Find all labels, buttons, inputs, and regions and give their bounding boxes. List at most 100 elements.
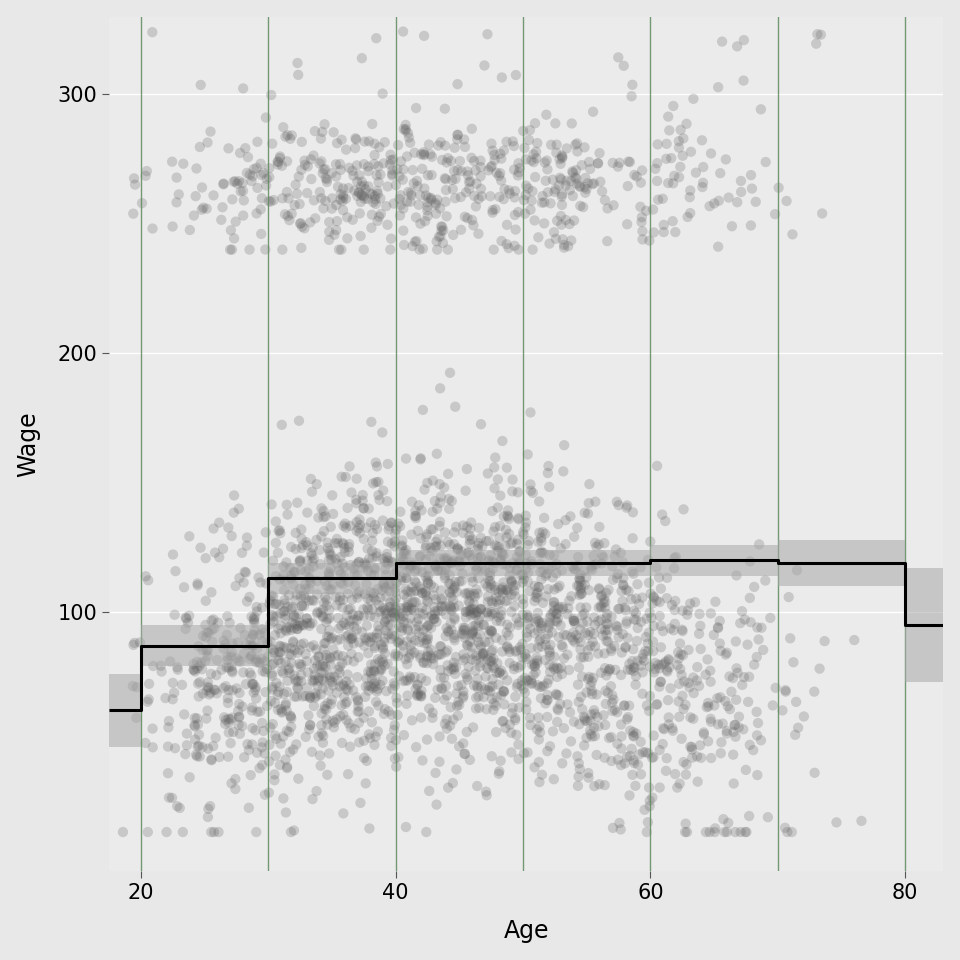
Point bbox=[412, 242, 427, 257]
Point bbox=[223, 735, 238, 751]
Point bbox=[658, 514, 673, 529]
Point bbox=[626, 729, 641, 744]
Point bbox=[601, 663, 616, 679]
Point bbox=[627, 756, 642, 771]
Point bbox=[294, 674, 309, 689]
Point bbox=[485, 503, 500, 518]
Point bbox=[420, 732, 435, 747]
Point bbox=[591, 537, 607, 552]
Point bbox=[520, 616, 536, 632]
Point bbox=[484, 654, 499, 669]
Point bbox=[544, 559, 560, 574]
Point bbox=[785, 655, 801, 670]
Point bbox=[145, 221, 160, 236]
Point bbox=[605, 559, 620, 574]
Point bbox=[222, 615, 237, 631]
Point bbox=[216, 640, 231, 656]
Point bbox=[624, 741, 639, 756]
Point bbox=[303, 152, 319, 167]
Point bbox=[569, 558, 585, 573]
Point bbox=[427, 599, 443, 614]
Point bbox=[396, 543, 412, 559]
Point bbox=[485, 143, 500, 158]
Point bbox=[395, 606, 410, 621]
Point bbox=[316, 642, 331, 658]
Point bbox=[228, 578, 243, 593]
Point bbox=[692, 737, 708, 753]
Point bbox=[507, 207, 522, 223]
Point bbox=[493, 151, 509, 166]
Point bbox=[577, 606, 592, 621]
Point bbox=[348, 689, 364, 705]
Point bbox=[665, 176, 681, 191]
Point bbox=[563, 182, 578, 198]
Point bbox=[278, 640, 294, 656]
Point bbox=[468, 653, 484, 668]
Point bbox=[310, 659, 325, 674]
Point bbox=[612, 601, 627, 616]
Point bbox=[557, 240, 572, 255]
Point bbox=[372, 664, 387, 680]
Point bbox=[747, 579, 762, 594]
Point bbox=[640, 746, 656, 761]
Point bbox=[465, 626, 480, 641]
Point bbox=[198, 617, 213, 633]
Point bbox=[225, 242, 240, 257]
Point bbox=[345, 629, 360, 644]
Point bbox=[267, 628, 282, 643]
Point bbox=[687, 594, 703, 610]
Point bbox=[293, 216, 308, 231]
Point bbox=[817, 634, 832, 649]
Point bbox=[522, 584, 538, 599]
Point bbox=[395, 549, 410, 564]
Point bbox=[613, 757, 629, 773]
Point bbox=[420, 208, 436, 224]
Point bbox=[693, 641, 708, 657]
Point bbox=[499, 592, 515, 608]
Point bbox=[622, 788, 637, 804]
Point bbox=[321, 629, 336, 644]
Point bbox=[444, 661, 459, 677]
Point bbox=[201, 741, 216, 756]
Point bbox=[358, 558, 373, 573]
Point bbox=[301, 593, 317, 609]
Point bbox=[346, 654, 361, 669]
Point bbox=[429, 797, 444, 812]
Point bbox=[415, 586, 430, 601]
Point bbox=[502, 620, 517, 636]
Point bbox=[146, 659, 161, 674]
Point bbox=[404, 187, 420, 203]
Point bbox=[439, 155, 454, 170]
Point bbox=[292, 197, 307, 212]
Point bbox=[655, 736, 670, 752]
Point bbox=[320, 535, 335, 550]
Point bbox=[680, 825, 695, 840]
Point bbox=[316, 728, 331, 743]
Point bbox=[454, 163, 469, 179]
Point bbox=[339, 608, 354, 623]
Point bbox=[437, 692, 452, 708]
Point bbox=[510, 562, 525, 577]
Point bbox=[594, 588, 610, 603]
Point bbox=[282, 665, 298, 681]
Point bbox=[447, 399, 463, 415]
Point bbox=[224, 528, 239, 543]
Point bbox=[385, 162, 400, 178]
Point bbox=[417, 482, 432, 497]
Point bbox=[572, 198, 588, 213]
Point bbox=[527, 115, 542, 131]
Point bbox=[352, 205, 368, 221]
Point bbox=[475, 646, 491, 661]
Point bbox=[502, 567, 517, 583]
Point bbox=[734, 677, 750, 692]
Point bbox=[434, 599, 449, 614]
Point bbox=[327, 649, 343, 664]
Point bbox=[295, 688, 310, 704]
Point bbox=[479, 702, 494, 717]
Point bbox=[367, 136, 382, 152]
Point bbox=[457, 554, 472, 569]
Point bbox=[488, 538, 503, 553]
Point bbox=[425, 504, 441, 519]
Point bbox=[187, 732, 203, 747]
Point bbox=[276, 567, 291, 583]
